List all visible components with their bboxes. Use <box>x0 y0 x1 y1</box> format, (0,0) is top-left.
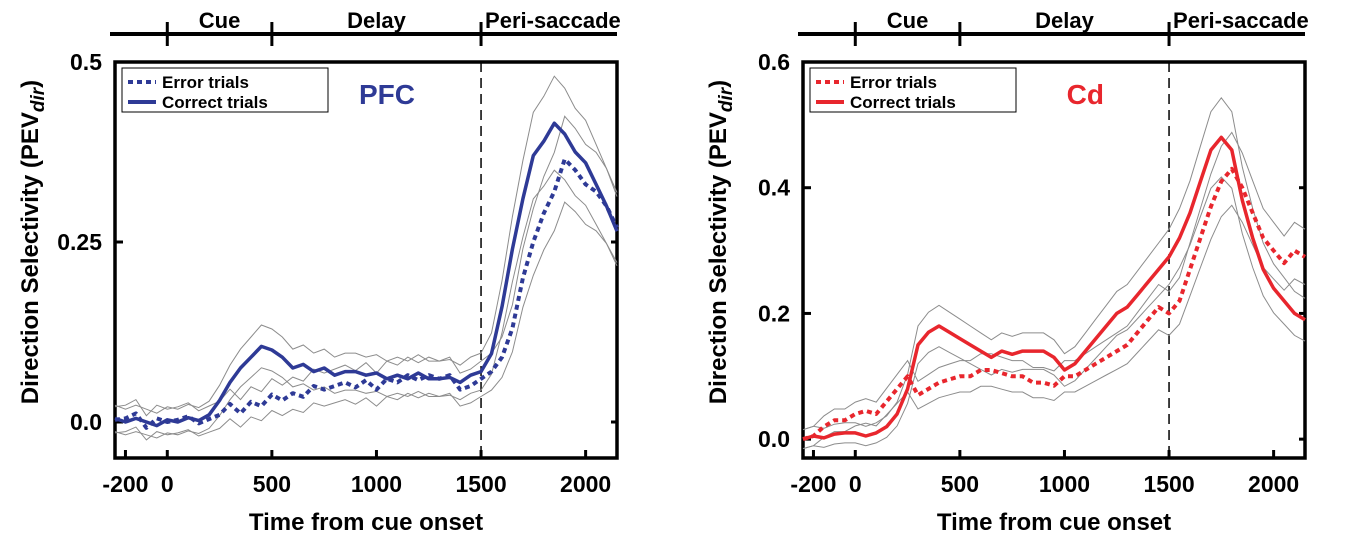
x-tick-label: 1000 <box>351 471 402 497</box>
y-axis-title-close: ) <box>705 80 732 88</box>
y-axis-title-subscript: dir <box>28 86 49 112</box>
confidence-envelope <box>114 169 618 439</box>
panel-cd: Cue Delay Peri-saccade 0.0 0.2 0.4 0.6 -200 0 500… <box>705 8 1309 536</box>
x-tick-label: 2000 <box>1248 471 1299 497</box>
confidence-envelope <box>802 96 1306 431</box>
x-tick-label: 500 <box>941 471 979 497</box>
series-error-trials <box>114 157 619 430</box>
series-error-trials <box>802 166 1307 442</box>
plot-frame <box>113 60 619 460</box>
x-axis-title: Time from cue onset <box>249 509 483 536</box>
confidence-envelope <box>802 131 1306 431</box>
legend-box <box>809 67 1017 113</box>
legend-label: Correct trials <box>162 93 268 112</box>
confidence-envelope <box>114 201 618 441</box>
x-tick-label: 2000 <box>560 471 611 497</box>
epoch-label: Delay <box>1035 8 1094 33</box>
legend-label: Error trials <box>850 73 937 92</box>
epoch-label: Delay <box>347 8 406 33</box>
x-tick-label: 1000 <box>1039 471 1090 497</box>
y-tick-label: 0.0 <box>758 426 790 452</box>
region-label: Cd <box>1067 79 1104 110</box>
x-tick-label: 0 <box>849 471 862 497</box>
epoch-label: Peri-saccade <box>1173 8 1309 33</box>
confidence-envelope <box>802 176 1306 450</box>
x-tick-label: -200 <box>790 471 836 497</box>
region-label: PFC <box>359 79 415 110</box>
epoch-label: Peri-saccade <box>485 8 621 33</box>
y-axis-title: Direction Selectivity (PEVdir) <box>705 80 737 404</box>
series-correct-trials <box>114 121 619 428</box>
x-tick-label: 1500 <box>455 471 506 497</box>
y-axis-title-main: Direction Selectivity (PEV <box>705 112 732 404</box>
plot-frame <box>801 60 1307 460</box>
confidence-envelope <box>802 204 1306 450</box>
epoch-label: Cue <box>887 8 929 33</box>
confidence-envelope <box>114 115 618 417</box>
y-tick-label: 0.5 <box>70 49 102 75</box>
y-axis-title-main: Direction Selectivity (PEV <box>17 112 44 404</box>
x-tick-label: 500 <box>253 471 291 497</box>
panel-pfc: Cue Delay Peri-saccade 0.0 0.25 0.5 -200 0 500 10… <box>17 8 621 536</box>
x-tick-label: -200 <box>102 471 148 497</box>
y-axis-title-subscript: dir <box>716 86 737 112</box>
y-tick-label: 0.4 <box>758 175 790 201</box>
y-tick-label: 0.6 <box>758 49 790 75</box>
y-axis-title: Direction Selectivity (PEVdir) <box>17 80 49 404</box>
y-tick-label: 0.2 <box>758 300 790 326</box>
legend-label: Correct trials <box>850 93 956 112</box>
x-tick-label: 1500 <box>1143 471 1194 497</box>
x-axis-title: Time from cue onset <box>937 509 1171 536</box>
epoch-label: Cue <box>199 8 241 33</box>
x-tick-label: 0 <box>161 471 174 497</box>
legend-box <box>121 67 329 113</box>
y-axis-title-close: ) <box>17 80 44 88</box>
y-tick-label: 0.25 <box>57 229 102 255</box>
series-correct-trials <box>802 135 1306 441</box>
y-tick-label: 0.0 <box>70 409 102 435</box>
confidence-envelope <box>114 75 618 414</box>
legend-label: Error trials <box>162 73 249 92</box>
